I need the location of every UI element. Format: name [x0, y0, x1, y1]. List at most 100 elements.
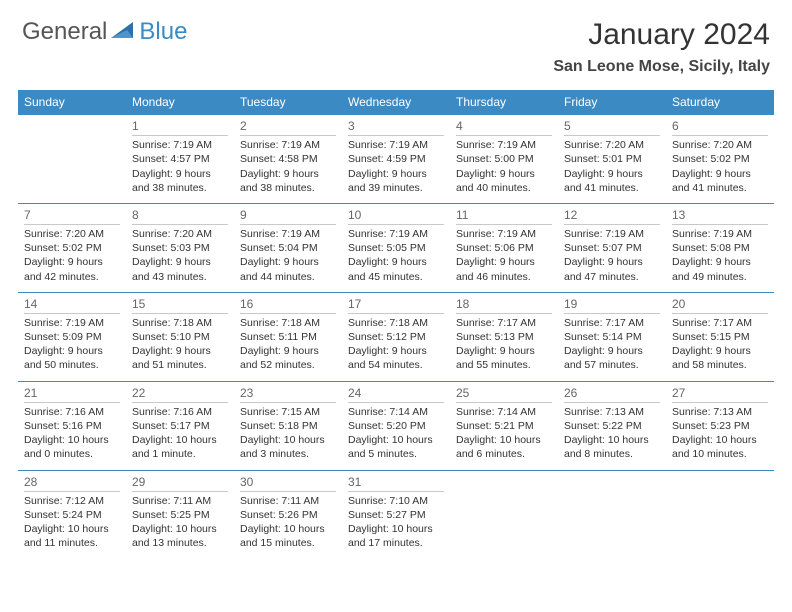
day-info: Sunrise: 7:18 AMSunset: 5:11 PMDaylight:…	[240, 316, 336, 373]
day-info: Sunrise: 7:19 AMSunset: 5:09 PMDaylight:…	[24, 316, 120, 373]
day-header: Friday	[558, 90, 666, 115]
calendar-day-cell: 23 Sunrise: 7:15 AMSunset: 5:18 PMDayligh…	[234, 381, 342, 470]
day-number: 3	[348, 118, 444, 136]
day-info: Sunrise: 7:20 AMSunset: 5:02 PMDaylight:…	[672, 138, 768, 195]
day-info: Sunrise: 7:19 AMSunset: 4:58 PMDaylight:…	[240, 138, 336, 195]
day-number: 1	[132, 118, 228, 136]
calendar-day-cell: 24 Sunrise: 7:14 AMSunset: 5:20 PMDayligh…	[342, 381, 450, 470]
calendar-day-cell: 17 Sunrise: 7:18 AMSunset: 5:12 PMDayligh…	[342, 292, 450, 381]
day-number: 26	[564, 385, 660, 403]
brand-part-1: General	[22, 18, 107, 46]
day-info: Sunrise: 7:11 AMSunset: 5:25 PMDaylight:…	[132, 494, 228, 551]
day-number: 2	[240, 118, 336, 136]
calendar-day-cell: 13Sunrise: 7:19 AMSunset: 5:08 PMDayligh…	[666, 203, 774, 292]
day-number: 23	[240, 385, 336, 403]
calendar-day-cell: 2 Sunrise: 7:19 AMSunset: 4:58 PMDaylight…	[234, 115, 342, 204]
day-info: Sunrise: 7:16 AMSunset: 5:16 PMDaylight:…	[24, 405, 120, 462]
calendar-day-cell	[666, 470, 774, 558]
day-header: Tuesday	[234, 90, 342, 115]
day-number: 31	[348, 474, 444, 492]
day-info: Sunrise: 7:13 AMSunset: 5:23 PMDaylight:…	[672, 405, 768, 462]
day-info: Sunrise: 7:14 AMSunset: 5:20 PMDaylight:…	[348, 405, 444, 462]
calendar-day-cell	[18, 115, 126, 204]
title-block: January 2024 San Leone Mose, Sicily, Ita…	[553, 18, 770, 76]
day-info: Sunrise: 7:15 AMSunset: 5:18 PMDaylight:…	[240, 405, 336, 462]
calendar-day-cell: 8Sunrise: 7:20 AMSunset: 5:03 PMDaylight…	[126, 203, 234, 292]
day-info: Sunrise: 7:19 AMSunset: 4:57 PMDaylight:…	[132, 138, 228, 195]
calendar-day-cell: 7Sunrise: 7:20 AMSunset: 5:02 PMDaylight…	[18, 203, 126, 292]
day-number: 28	[24, 474, 120, 492]
day-info: Sunrise: 7:17 AMSunset: 5:15 PMDaylight:…	[672, 316, 768, 373]
day-header-row: SundayMondayTuesdayWednesdayThursdayFrid…	[18, 90, 774, 115]
brand-logo: General Blue	[22, 18, 187, 46]
day-number: 20	[672, 296, 768, 314]
day-info: Sunrise: 7:20 AMSunset: 5:02 PMDaylight:…	[24, 227, 120, 284]
calendar-day-cell: 9Sunrise: 7:19 AMSunset: 5:04 PMDaylight…	[234, 203, 342, 292]
calendar-day-cell: 25 Sunrise: 7:14 AMSunset: 5:21 PMDayligh…	[450, 381, 558, 470]
calendar-week-row: 7Sunrise: 7:20 AMSunset: 5:02 PMDaylight…	[18, 203, 774, 292]
day-number: 5	[564, 118, 660, 136]
calendar-day-cell: 1 Sunrise: 7:19 AMSunset: 4:57 PMDaylight…	[126, 115, 234, 204]
day-number: 27	[672, 385, 768, 403]
day-info: Sunrise: 7:19 AMSunset: 5:06 PMDaylight:…	[456, 227, 552, 284]
day-info: Sunrise: 7:19 AMSunset: 5:04 PMDaylight:…	[240, 227, 336, 284]
day-info: Sunrise: 7:19 AMSunset: 5:07 PMDaylight:…	[564, 227, 660, 284]
day-number: 18	[456, 296, 552, 314]
calendar-day-cell: 27 Sunrise: 7:13 AMSunset: 5:23 PMDayligh…	[666, 381, 774, 470]
calendar-day-cell: 6 Sunrise: 7:20 AMSunset: 5:02 PMDaylight…	[666, 115, 774, 204]
day-info: Sunrise: 7:18 AMSunset: 5:10 PMDaylight:…	[132, 316, 228, 373]
calendar-day-cell: 22 Sunrise: 7:16 AMSunset: 5:17 PMDayligh…	[126, 381, 234, 470]
day-number: 4	[456, 118, 552, 136]
day-info: Sunrise: 7:12 AMSunset: 5:24 PMDaylight:…	[24, 494, 120, 551]
day-header: Wednesday	[342, 90, 450, 115]
day-number: 10	[348, 207, 444, 225]
day-number: 14	[24, 296, 120, 314]
day-number: 17	[348, 296, 444, 314]
day-number: 8	[132, 207, 228, 225]
calendar-table: SundayMondayTuesdayWednesdayThursdayFrid…	[18, 90, 774, 558]
calendar-week-row: 14 Sunrise: 7:19 AMSunset: 5:09 PMDayligh…	[18, 292, 774, 381]
day-info: Sunrise: 7:19 AMSunset: 4:59 PMDaylight:…	[348, 138, 444, 195]
day-info: Sunrise: 7:19 AMSunset: 5:00 PMDaylight:…	[456, 138, 552, 195]
day-info: Sunrise: 7:19 AMSunset: 5:08 PMDaylight:…	[672, 227, 768, 284]
day-number: 12	[564, 207, 660, 225]
calendar-day-cell	[450, 470, 558, 558]
day-number: 15	[132, 296, 228, 314]
day-info: Sunrise: 7:10 AMSunset: 5:27 PMDaylight:…	[348, 494, 444, 551]
calendar-day-cell: 20 Sunrise: 7:17 AMSunset: 5:15 PMDayligh…	[666, 292, 774, 381]
day-info: Sunrise: 7:11 AMSunset: 5:26 PMDaylight:…	[240, 494, 336, 551]
calendar-day-cell: 15 Sunrise: 7:18 AMSunset: 5:10 PMDayligh…	[126, 292, 234, 381]
day-number: 29	[132, 474, 228, 492]
day-number: 24	[348, 385, 444, 403]
day-info: Sunrise: 7:14 AMSunset: 5:21 PMDaylight:…	[456, 405, 552, 462]
day-number: 22	[132, 385, 228, 403]
calendar-week-row: 28 Sunrise: 7:12 AMSunset: 5:24 PMDayligh…	[18, 470, 774, 558]
calendar-day-cell: 28 Sunrise: 7:12 AMSunset: 5:24 PMDayligh…	[18, 470, 126, 558]
day-info: Sunrise: 7:18 AMSunset: 5:12 PMDaylight:…	[348, 316, 444, 373]
brand-triangle-icon	[111, 20, 137, 45]
calendar-day-cell: 10 Sunrise: 7:19 AMSunset: 5:05 PMDayligh…	[342, 203, 450, 292]
header: General Blue January 2024 San Leone Mose…	[0, 0, 792, 84]
day-info: Sunrise: 7:17 AMSunset: 5:14 PMDaylight:…	[564, 316, 660, 373]
day-info: Sunrise: 7:16 AMSunset: 5:17 PMDaylight:…	[132, 405, 228, 462]
calendar-week-row: 21 Sunrise: 7:16 AMSunset: 5:16 PMDayligh…	[18, 381, 774, 470]
calendar-day-cell: 30Sunrise: 7:11 AMSunset: 5:26 PMDayligh…	[234, 470, 342, 558]
calendar-week-row: 1 Sunrise: 7:19 AMSunset: 4:57 PMDaylight…	[18, 115, 774, 204]
calendar-day-cell: 29 Sunrise: 7:11 AMSunset: 5:25 PMDayligh…	[126, 470, 234, 558]
day-header: Saturday	[666, 90, 774, 115]
calendar-day-cell: 21 Sunrise: 7:16 AMSunset: 5:16 PMDayligh…	[18, 381, 126, 470]
calendar-day-cell: 16 Sunrise: 7:18 AMSunset: 5:11 PMDayligh…	[234, 292, 342, 381]
calendar-day-cell: 31 Sunrise: 7:10 AMSunset: 5:27 PMDayligh…	[342, 470, 450, 558]
calendar-day-cell: 5Sunrise: 7:20 AMSunset: 5:01 PMDaylight…	[558, 115, 666, 204]
calendar-day-cell: 26 Sunrise: 7:13 AMSunset: 5:22 PMDayligh…	[558, 381, 666, 470]
month-title: January 2024	[553, 18, 770, 52]
calendar-day-cell: 12 Sunrise: 7:19 AMSunset: 5:07 PMDayligh…	[558, 203, 666, 292]
day-number: 16	[240, 296, 336, 314]
day-info: Sunrise: 7:13 AMSunset: 5:22 PMDaylight:…	[564, 405, 660, 462]
day-number: 6	[672, 118, 768, 136]
day-number: 25	[456, 385, 552, 403]
day-info: Sunrise: 7:19 AMSunset: 5:05 PMDaylight:…	[348, 227, 444, 284]
day-number: 11	[456, 207, 552, 225]
day-number: 21	[24, 385, 120, 403]
calendar-day-cell: 4 Sunrise: 7:19 AMSunset: 5:00 PMDaylight…	[450, 115, 558, 204]
